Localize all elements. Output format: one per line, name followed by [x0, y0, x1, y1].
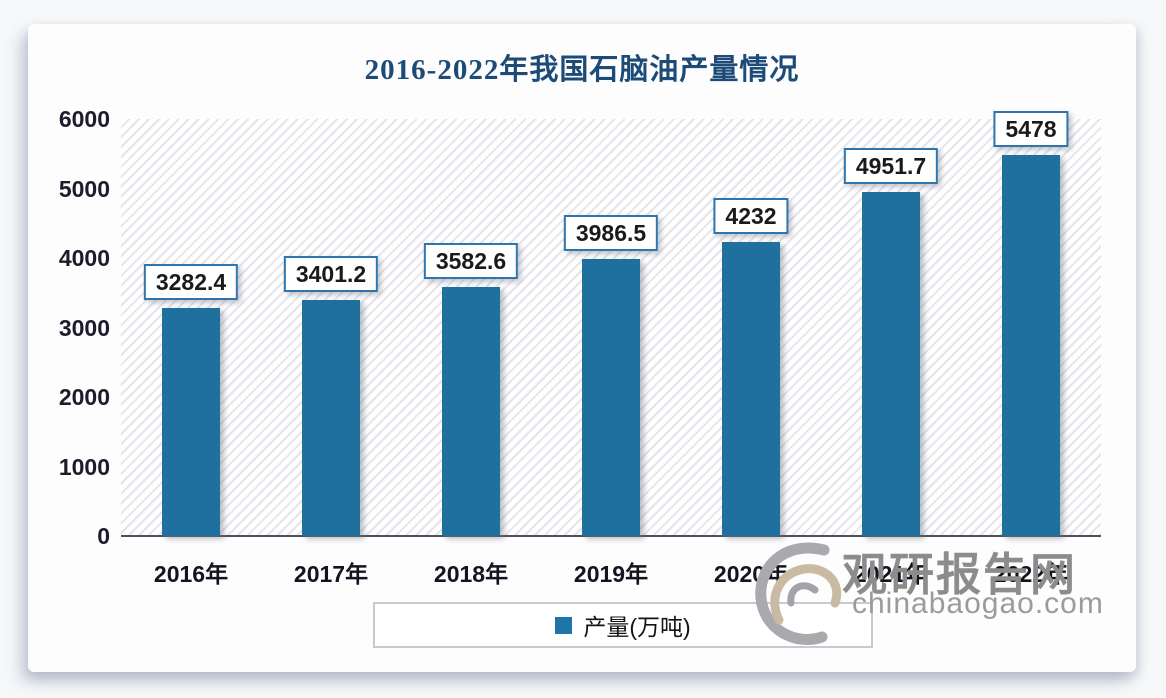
bar-2018年: [442, 287, 500, 536]
value-label-2016年: 3282.4: [143, 263, 239, 300]
x-tick-label: 2022年: [993, 561, 1069, 587]
legend-marker-square: [555, 616, 573, 634]
bar-2022年: [1002, 155, 1060, 536]
y-tick-label: 4000: [58, 245, 110, 271]
y-tick-label: 2000: [58, 384, 110, 410]
value-label-2018年: 3582.6: [423, 243, 519, 280]
y-tick-label: 3000: [58, 314, 110, 341]
chart-card: 2016-2022年我国石脑油产量情况 0 1000 2000 3000 4000 500…: [28, 24, 1136, 672]
y-tick-label: 1000: [58, 453, 110, 480]
x-axis-labels: 2016年 2017年 2018年 2019年 2020年 2021年 2022年: [121, 555, 1101, 587]
x-tick-label: 2020年: [713, 561, 789, 587]
value-label-2017年: 3401.2: [283, 255, 379, 292]
value-label-2021年: 4951.7: [843, 147, 939, 184]
x-tick-label: 2016年: [153, 561, 229, 587]
y-tick-label: 5000: [58, 175, 110, 202]
plot-area: 3282.4 3401.2 3582.6 3986.5 4232 4951.7 5478: [121, 111, 1101, 537]
legend-series-label: 产量(万吨): [583, 614, 691, 640]
x-tick-label: 2021年: [853, 561, 929, 587]
y-tick-label: 6000: [58, 106, 110, 132]
chart-title: 2016-2022年我国石脑油产量情况: [364, 54, 800, 86]
x-tick-label: 2017年: [293, 561, 369, 587]
bar-2020年: [722, 241, 780, 536]
value-label-2022年: 5478: [993, 111, 1069, 148]
value-label-2019年: 3986.5: [563, 214, 659, 251]
x-axis-line: [121, 535, 1101, 537]
x-tick-label: 2018年: [433, 561, 509, 587]
legend: 产量(万吨): [373, 602, 873, 648]
bar-2021年: [862, 191, 920, 536]
bar-2017年: [302, 299, 360, 536]
bar-2019年: [582, 258, 640, 536]
bar-2016年: [162, 307, 220, 536]
y-axis-labels: 0 1000 2000 3000 4000 5000 6000: [28, 106, 110, 549]
value-label-2020年: 4232: [713, 197, 789, 234]
x-tick-label: 2019年: [573, 561, 649, 587]
y-tick-label: 0: [97, 523, 110, 549]
